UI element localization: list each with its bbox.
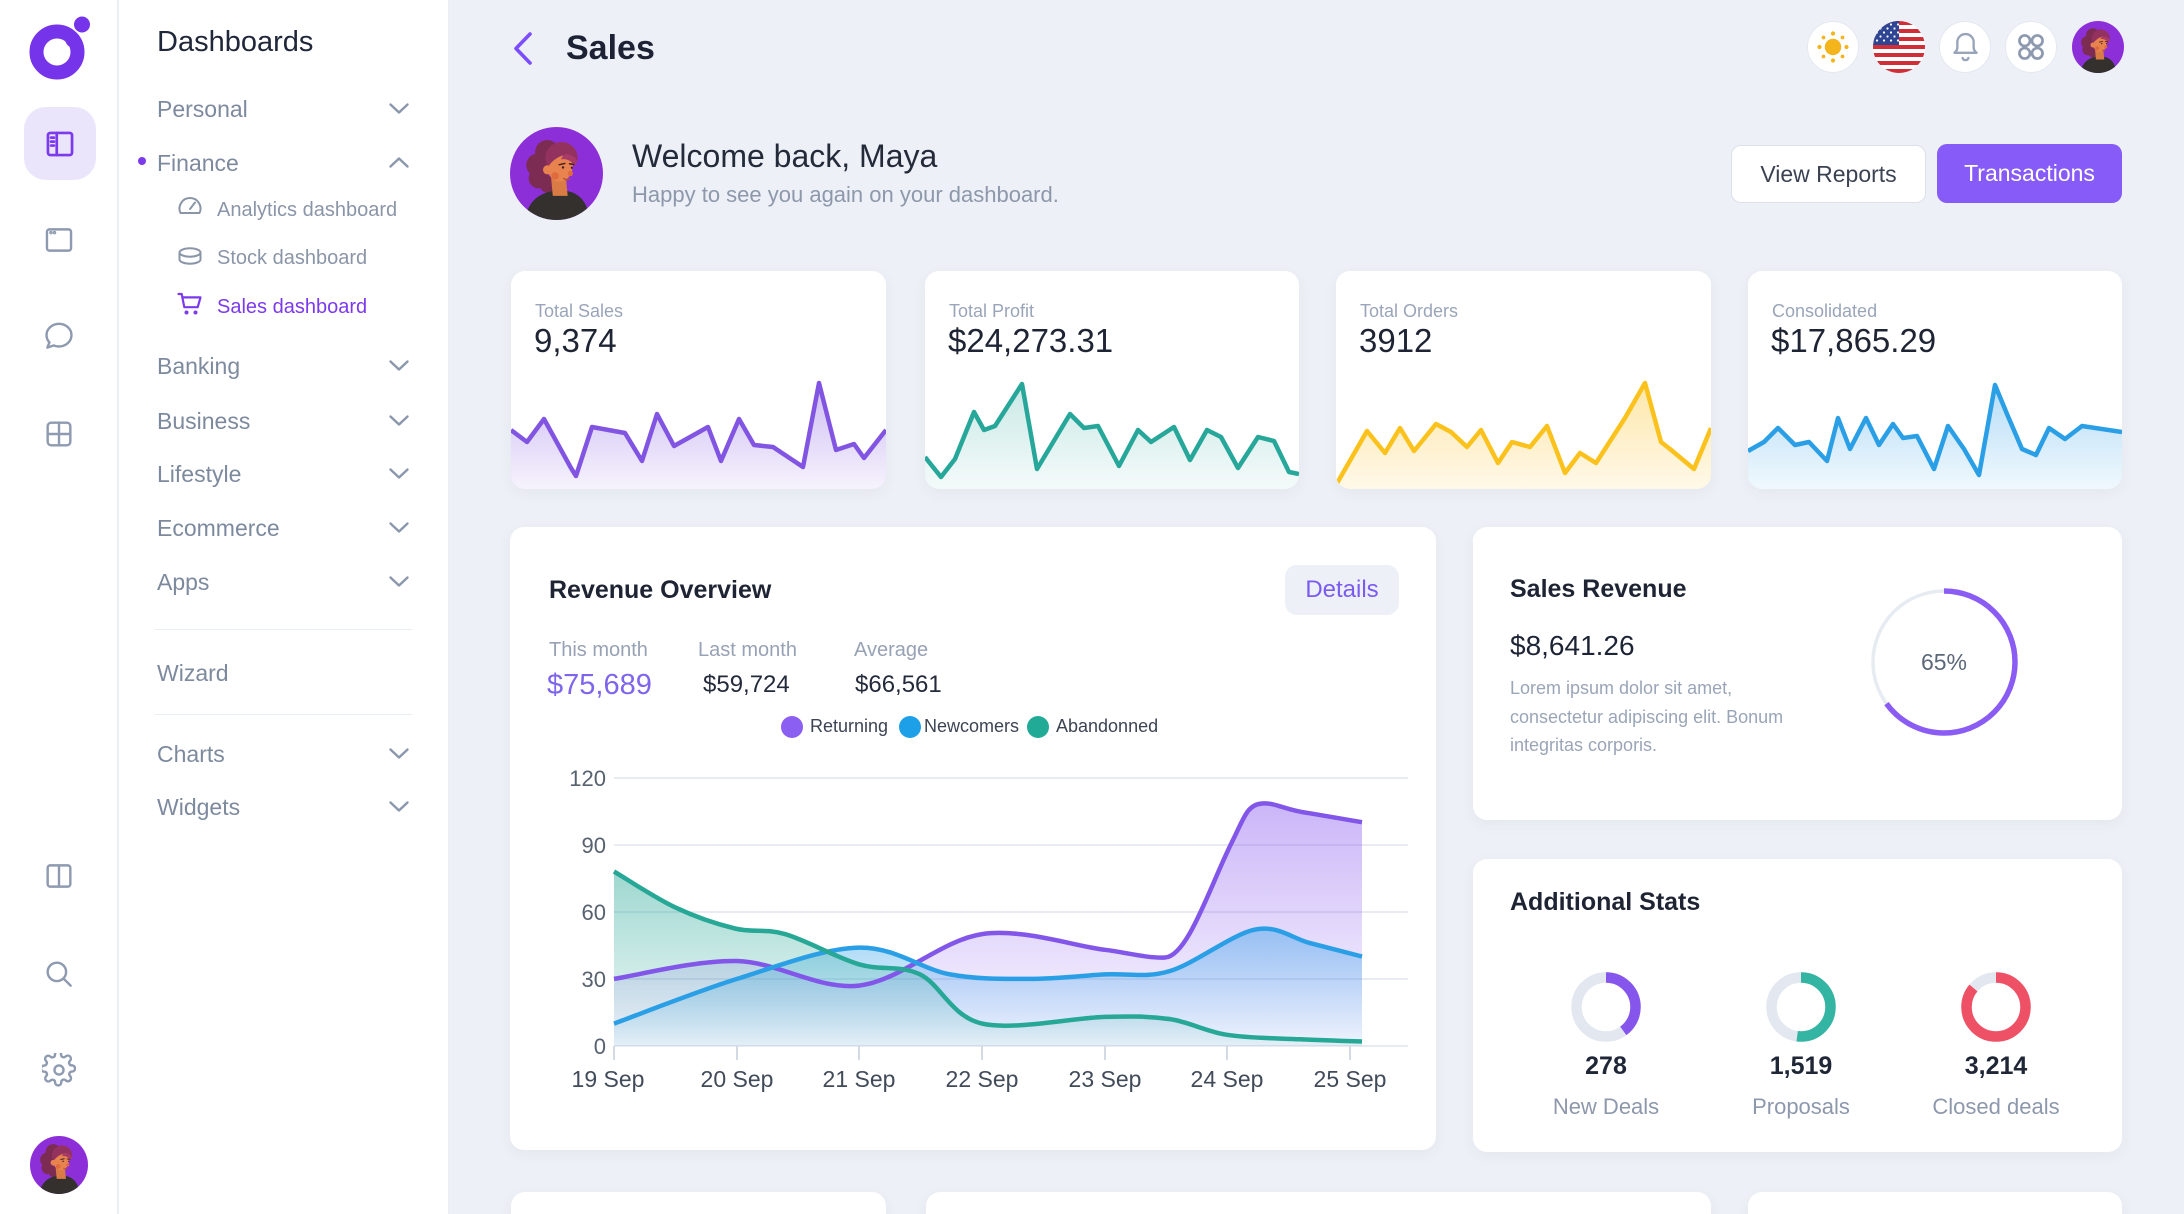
svg-text:60: 60 [582, 900, 606, 925]
svg-text:0: 0 [594, 1034, 606, 1059]
svg-text:20 Sep: 20 Sep [701, 1066, 774, 1092]
svg-text:21 Sep: 21 Sep [823, 1066, 896, 1092]
svg-text:22 Sep: 22 Sep [946, 1066, 1019, 1092]
svg-text:120: 120 [569, 766, 606, 791]
svg-text:30: 30 [582, 967, 606, 992]
svg-text:19 Sep: 19 Sep [572, 1066, 645, 1092]
svg-text:24 Sep: 24 Sep [1191, 1066, 1264, 1092]
svg-text:23 Sep: 23 Sep [1069, 1066, 1142, 1092]
svg-text:90: 90 [582, 833, 606, 858]
svg-text:25 Sep: 25 Sep [1314, 1066, 1387, 1092]
svg-text:65%: 65% [1921, 649, 1967, 675]
